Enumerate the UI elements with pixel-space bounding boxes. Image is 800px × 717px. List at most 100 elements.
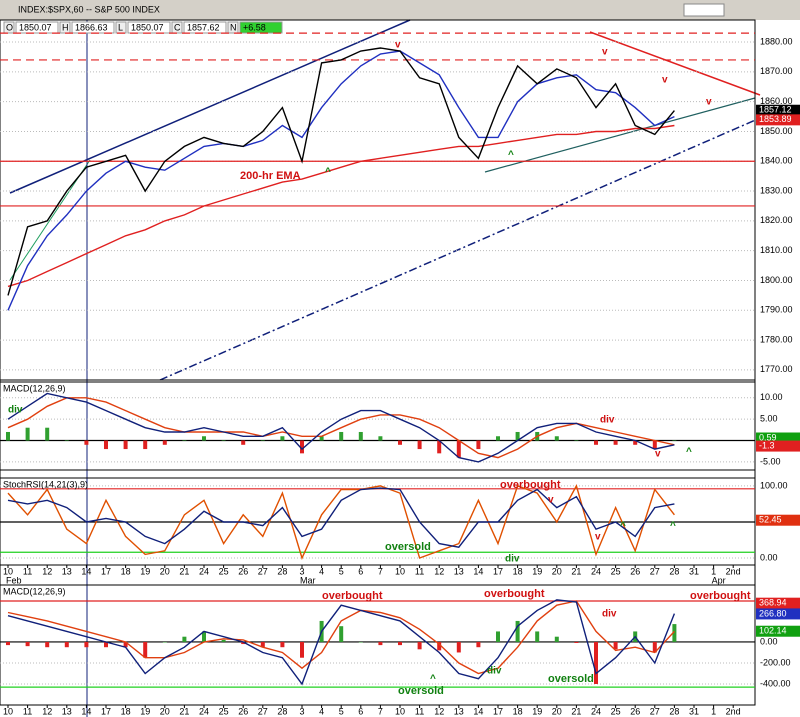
histogram-bar — [45, 641, 50, 648]
x-tick-label: 18 — [121, 566, 131, 576]
annotation: overbought — [690, 590, 751, 602]
histogram-bar — [672, 624, 677, 642]
histogram-bar — [574, 440, 579, 442]
annotation: v — [602, 47, 608, 58]
quote-value-box — [15, 21, 59, 34]
x-tick-label: 19 — [532, 706, 542, 716]
histogram-bar — [319, 436, 324, 441]
x-tick-label: 4 — [319, 706, 324, 716]
panel — [0, 19, 756, 381]
month-label: Apr — [712, 575, 726, 585]
y-tick-label: 10.00 — [760, 392, 783, 402]
histogram-bar — [123, 440, 128, 450]
series-line — [7, 599, 676, 686]
sym-box[interactable] — [683, 3, 725, 17]
histogram-bar — [45, 427, 50, 441]
x-tick-label: 10 — [395, 706, 405, 716]
y-tick-label: 0.00 — [760, 552, 778, 562]
annotation: oversold — [548, 673, 594, 685]
x-tick-label: 19 — [140, 566, 150, 576]
x-tick-label: 26 — [238, 706, 248, 716]
x-tick-label: 24 — [199, 566, 209, 576]
x-tick-label: 31 — [689, 706, 699, 716]
quote-label: C — [174, 22, 181, 32]
histogram-bar — [652, 641, 657, 653]
annotation: div — [602, 609, 617, 620]
histogram-bar — [221, 639, 226, 642]
trendline — [9, 19, 411, 194]
x-tick-label: 19 — [532, 566, 542, 576]
x-tick-label: 20 — [552, 706, 562, 716]
x-tick-label: 21 — [179, 566, 189, 576]
panel-title: MACD(12,26,9) — [3, 586, 66, 596]
x-tick-label: 1 — [711, 566, 716, 576]
x-tick-label: 25 — [611, 706, 621, 716]
x-tick-label: 28 — [669, 706, 679, 716]
y-tick-label: 1770.00 — [760, 364, 793, 374]
annotation: ^ — [325, 167, 331, 178]
panel-title: StochRSI(14,21(3),9) — [3, 479, 88, 489]
quote-value: 1866.63 — [75, 22, 108, 32]
histogram-bar — [300, 641, 304, 658]
series-line — [7, 47, 675, 296]
histogram-bar — [6, 431, 10, 441]
x-tick-label: 13 — [62, 706, 72, 716]
quote-value: 1850.07 — [19, 22, 52, 32]
histogram-bar — [241, 641, 246, 645]
quote-box — [227, 21, 239, 34]
histogram-bar — [456, 440, 461, 458]
x-tick-label: 11 — [23, 706, 32, 716]
x-tick-label: 7 — [378, 566, 383, 576]
y-tick-label: 5.00 — [760, 414, 778, 424]
x-tick-label: 18 — [513, 706, 523, 716]
month-label: Feb — [6, 575, 22, 585]
histogram-bar — [339, 626, 344, 642]
histogram-bar — [417, 440, 422, 450]
histogram-bar — [104, 641, 108, 648]
y-tick-label: 1830.00 — [760, 185, 793, 195]
histogram-bar — [437, 440, 442, 454]
x-tick-label: 28 — [669, 566, 679, 576]
x-tick-label: 24 — [591, 706, 601, 716]
annotation: ^ — [508, 150, 514, 161]
histogram-bar — [280, 436, 285, 441]
histogram-bar — [143, 440, 148, 450]
histogram-bar — [104, 440, 108, 450]
x-tick-label: 11 — [23, 566, 32, 576]
histogram-bar — [554, 436, 559, 441]
annotation: v — [706, 97, 712, 108]
annotation: overbought — [322, 590, 383, 602]
x-tick-label: 14 — [81, 566, 91, 576]
histogram-bar — [378, 641, 383, 646]
annotation: v — [655, 449, 661, 460]
histogram-bar — [554, 636, 559, 642]
annotation: ^ — [686, 447, 692, 458]
quote-label: N — [230, 22, 237, 32]
y-tick-label: 1840.00 — [760, 156, 793, 166]
histogram-bar — [358, 431, 363, 441]
x-tick-label: 17 — [101, 706, 111, 716]
histogram-bar — [241, 440, 246, 445]
x-tick-label: 17 — [493, 706, 503, 716]
histogram-bar — [162, 440, 167, 445]
annotation: div — [600, 415, 615, 426]
x-tick-label: 27 — [258, 706, 268, 716]
x-tick-label: 26 — [630, 706, 640, 716]
quote-label: L — [118, 22, 123, 32]
x-tick-label: 5 — [339, 566, 344, 576]
annotation: v — [395, 40, 401, 51]
annotation: ^ — [670, 521, 676, 532]
y-tick-label: 1810.00 — [760, 245, 793, 255]
x-tick-label: 7 — [378, 706, 383, 716]
x-tick-label: 11 — [415, 706, 424, 716]
series-line — [7, 397, 675, 459]
value-flag-label: -1.3 — [759, 440, 775, 450]
histogram-bar — [594, 440, 598, 445]
histogram-bar — [300, 440, 304, 454]
histogram-bar — [260, 641, 265, 648]
histogram-bar — [6, 641, 10, 646]
histogram-bar — [339, 431, 344, 441]
annotation: div — [8, 405, 23, 416]
histogram-bar — [378, 436, 383, 441]
x-tick-label: 18 — [513, 566, 523, 576]
